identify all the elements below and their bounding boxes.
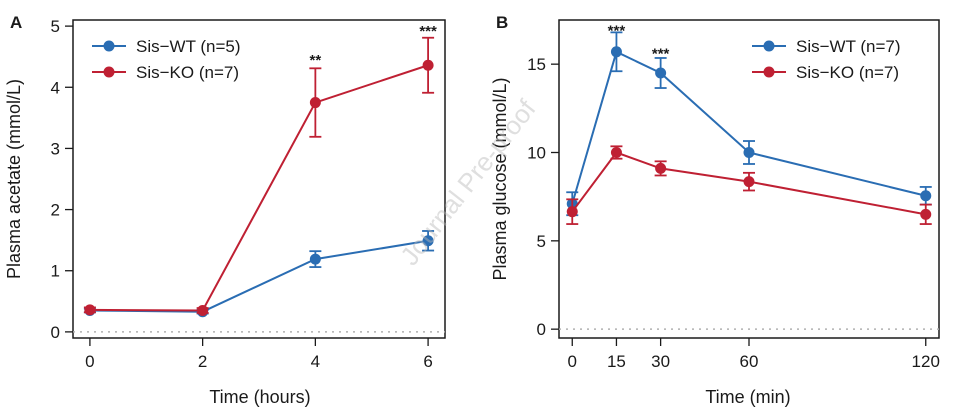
panel-b-y-tick-label: 15 xyxy=(527,55,546,74)
panel-b-letter: B xyxy=(496,13,508,32)
panel-a-y-tick-label: 1 xyxy=(51,262,60,281)
panel-a-legend-ko-label: Sis−KO (n=7) xyxy=(136,63,239,82)
panel-a-y-axis-title: Plasma acetate (mmol/L) xyxy=(4,79,24,279)
panel-a-wt-line xyxy=(89,239,429,313)
panel-a-legend-wt-label: Sis−WT (n=5) xyxy=(136,37,241,56)
panel-a-y-tick-label: 5 xyxy=(51,17,60,36)
panel-a-x-tick-label: 6 xyxy=(423,352,432,371)
panel-a-x-tick-label: 4 xyxy=(311,352,320,371)
panel-b-x-tick-label: 60 xyxy=(740,352,759,371)
panel-a-ko-point xyxy=(197,304,209,316)
panel-b-y-tick-label: 5 xyxy=(537,232,546,251)
panel-a-plot-frame xyxy=(72,19,446,339)
panel-a-ko-point xyxy=(422,59,434,71)
panel-a-wt-point xyxy=(309,253,321,265)
panel-b-x-tick-label: 15 xyxy=(607,352,626,371)
panel-b-wt-point xyxy=(655,67,667,79)
panel-b-x-axis-title: Time (min) xyxy=(705,387,790,407)
panel-b-legend-wt-marker xyxy=(763,40,775,52)
panel-b-x-tick-label: 30 xyxy=(651,352,670,371)
panel-a-wt-point xyxy=(422,235,434,247)
panel-a-y-tick-label: 2 xyxy=(51,201,60,220)
panel-a-legend-ko-marker xyxy=(103,66,115,78)
watermark-text: Journal Pre-proof xyxy=(394,93,542,270)
panel-a-ko-point xyxy=(84,304,96,316)
panel-a-x-axis-title: Time (hours) xyxy=(209,387,310,407)
panel-a-y-tick-label: 4 xyxy=(51,78,60,97)
panel-b-legend-ko-marker xyxy=(763,66,775,78)
panel-b-ko-point xyxy=(920,208,932,220)
panel-b-ko-point xyxy=(743,176,755,188)
panel-a-x-tick-label: 2 xyxy=(198,352,207,371)
panel-b-significance-label: *** xyxy=(608,23,626,40)
panel-b: B 0 15 30 60 120 0 5 10 15 *** *** Sis−WT (n=7) Sis−… xyxy=(490,13,940,407)
panel-a-significance-label: *** xyxy=(419,23,437,40)
panel-a-letter: A xyxy=(10,13,22,32)
panel-b-x-tick-label: 0 xyxy=(568,352,577,371)
panel-b-ko-point xyxy=(655,162,667,174)
panel-b-legend-wt-label: Sis−WT (n=7) xyxy=(796,37,901,56)
panel-b-y-tick-label: 10 xyxy=(527,144,546,163)
panel-a-ko-point xyxy=(309,97,321,109)
panel-a-y-tick-label: 0 xyxy=(51,323,60,342)
panel-b-y-tick-label: 0 xyxy=(537,320,546,339)
panel-a-x-tick-label: 0 xyxy=(85,352,94,371)
panel-b-wt-point xyxy=(920,190,932,202)
panel-a-y-tick-label: 3 xyxy=(51,139,60,158)
panel-a-ko-line xyxy=(89,64,429,312)
panel-a-legend-wt-marker xyxy=(103,40,115,52)
panel-b-significance-label: *** xyxy=(652,46,670,63)
panel-b-wt-point xyxy=(610,46,622,58)
panel-a-significance-label: ** xyxy=(310,52,322,69)
panel-b-y-axis-title: Plasma glucose (mmol/L) xyxy=(490,77,510,280)
panel-b-ko-point xyxy=(566,206,578,218)
panel-b-legend-ko-label: Sis−KO (n=7) xyxy=(796,63,899,82)
panel-b-x-tick-label: 120 xyxy=(912,352,940,371)
panel-b-wt-point xyxy=(743,147,755,158)
panel-b-ko-point xyxy=(610,147,622,158)
